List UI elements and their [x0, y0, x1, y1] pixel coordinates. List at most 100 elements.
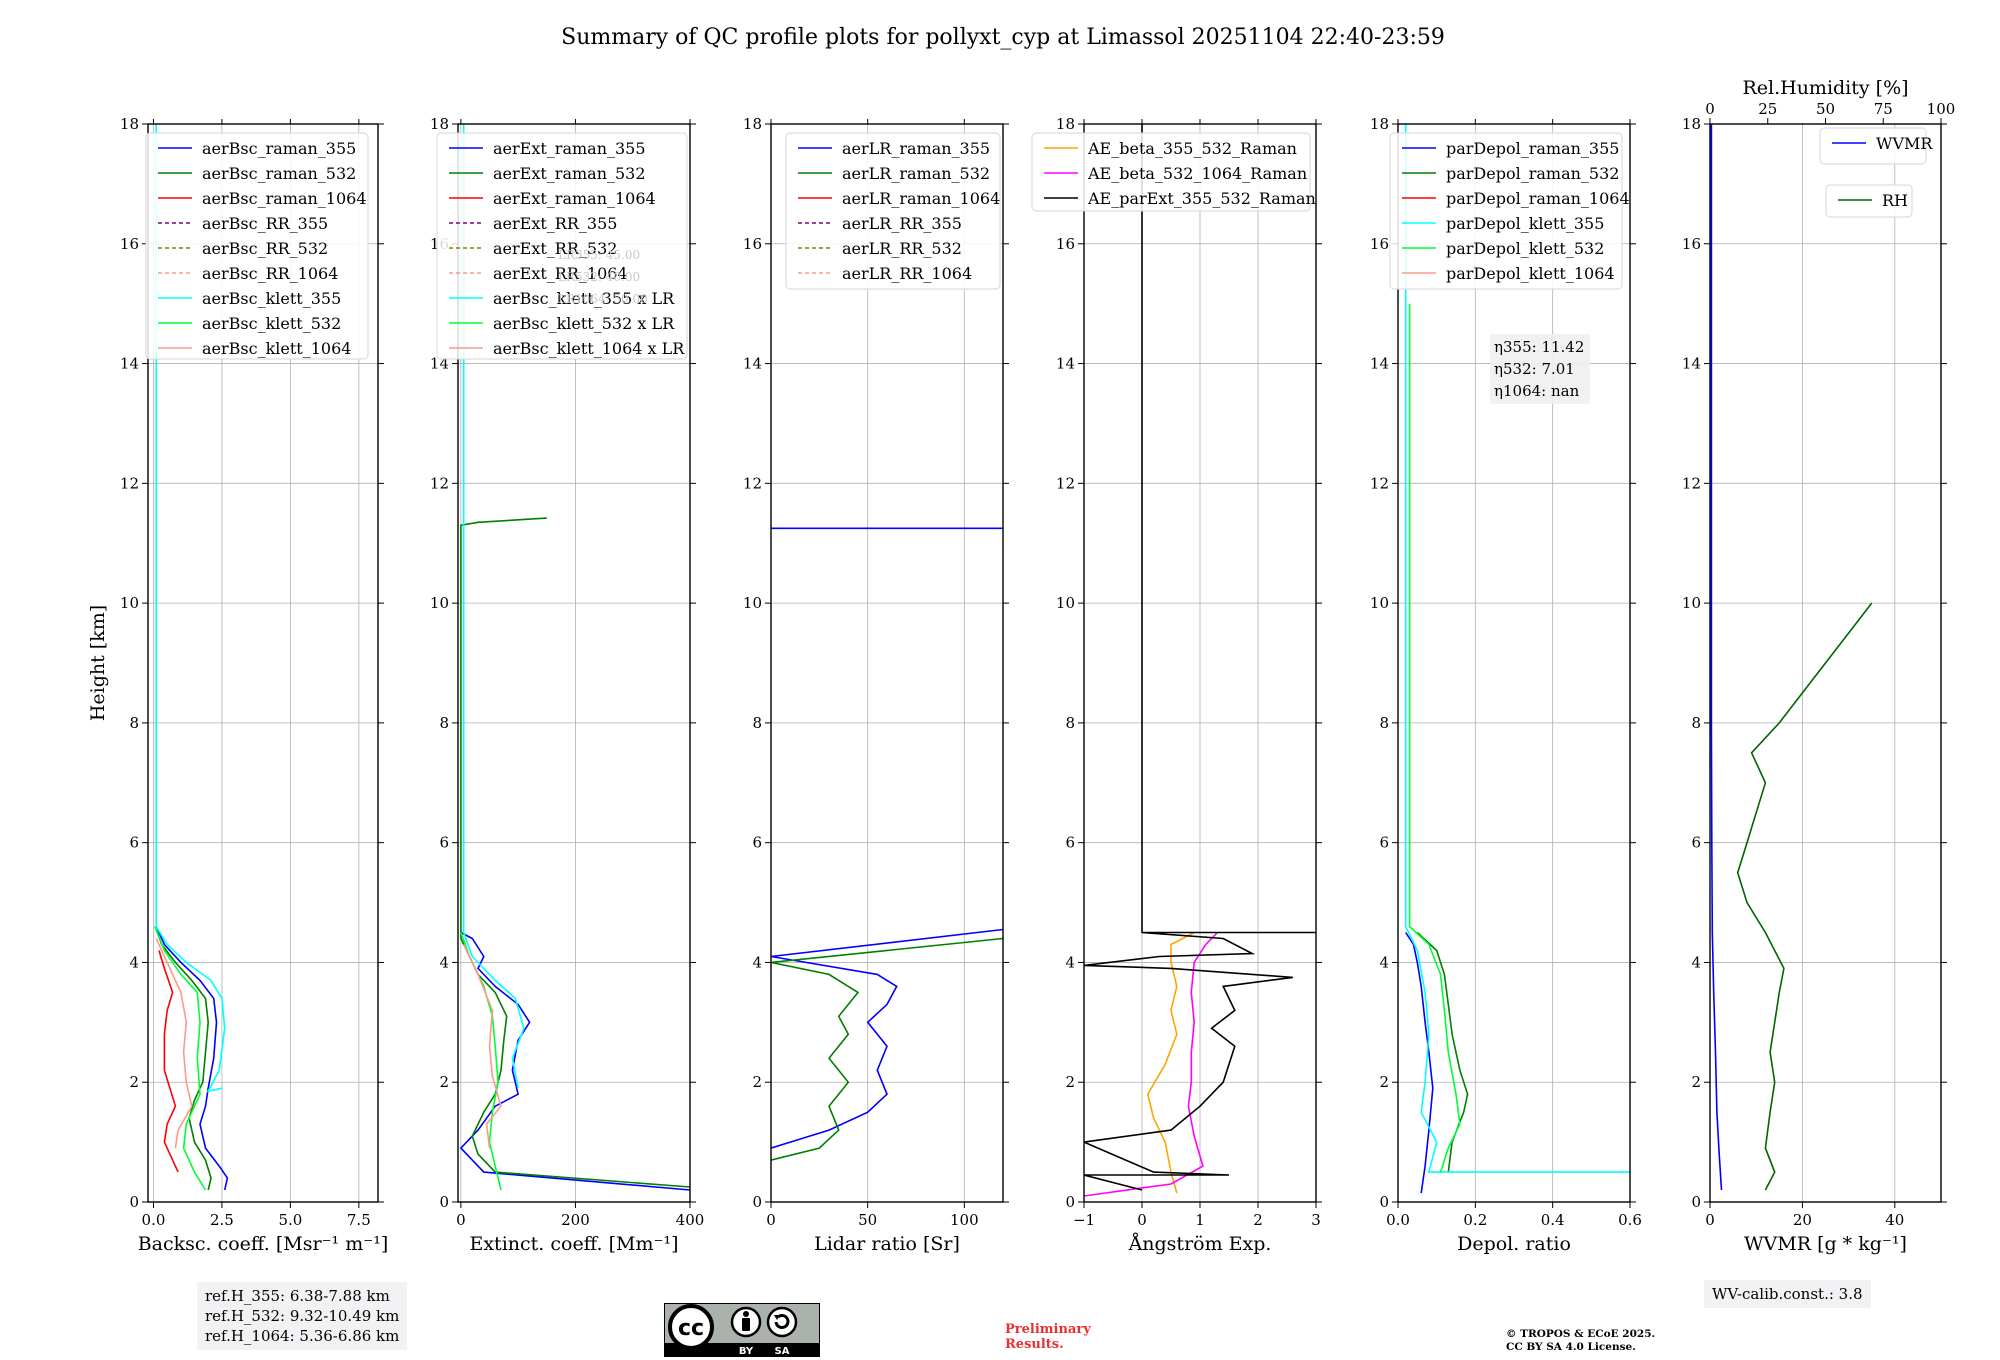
y-tick-label: 14	[1056, 355, 1075, 373]
preliminary-line2: Results.	[1005, 1337, 1064, 1352]
y-tick-label: 12	[430, 474, 449, 492]
legend-entry: RH	[1882, 191, 1908, 210]
legend-entry: aerLR_raman_1064	[842, 189, 1000, 208]
copyright-note: © TROPOS & ECoE 2025. CC BY SA 4.0 Licen…	[1506, 1328, 1655, 1354]
legend-entry: parDepol_klett_355	[1446, 214, 1604, 233]
annotation-text: η355: 11.42	[1494, 338, 1584, 356]
series-group	[1710, 124, 1873, 1191]
y-tick-label: 10	[743, 594, 762, 612]
legend-entry: parDepol_klett_1064	[1446, 264, 1615, 283]
y-tick-label: 6	[752, 834, 762, 852]
y-tick-label: 2	[1379, 1073, 1389, 1091]
legend-frame	[1825, 184, 1913, 218]
y-tick-label: 18	[743, 115, 762, 133]
y-tick-label: 4	[752, 953, 762, 971]
series-line-aerExt_raman_355	[459, 931, 690, 1191]
x-tick-label: 0.0	[142, 1211, 166, 1229]
wv-calibration-text: WV-calib.const.: 3.8	[1712, 1285, 1863, 1303]
y-tick-label: 4	[1379, 953, 1389, 971]
annotation-text: LR532: 40.00	[558, 270, 640, 284]
y-tick-label: 4	[1065, 953, 1075, 971]
y-tick-label: 12	[743, 474, 762, 492]
legend-entry: AE_beta_355_532_Raman	[1087, 139, 1297, 158]
y-tick-label: 0	[752, 1193, 762, 1211]
legend-frame	[436, 132, 688, 360]
legend-entry: aerExt_raman_355	[493, 139, 646, 158]
y-tick-label: 0	[1379, 1193, 1389, 1211]
x-axis-label: Lidar ratio [Sr]	[814, 1233, 960, 1255]
x-tick-label: 400	[676, 1211, 705, 1229]
legend: parDepol_raman_355 parDepol_raman_532 parD…	[1389, 132, 1630, 290]
series-line-aerBsc_klett_355 x LR	[462, 124, 525, 1089]
legend-entry: aerLR_raman_532	[842, 164, 990, 183]
y-tick-label: 14	[1682, 355, 1701, 373]
x-tick-label: 2.5	[210, 1211, 234, 1229]
x-tick-label: 40	[1885, 1211, 1904, 1229]
x-tick-label: 0	[1705, 1211, 1715, 1229]
x-tick-label: 0.2	[1463, 1211, 1487, 1229]
series-line-aerBsc_raman_532	[155, 929, 212, 1191]
y-tick-label: 18	[1682, 115, 1701, 133]
panel-3: 0 50 100 0 2 4 6 8 10 12 14 16 18 Lidar ratio [Sr] aer…	[743, 115, 1009, 1255]
y-axis-label: Height [km]	[87, 605, 109, 721]
y-tick-label: 8	[1065, 714, 1075, 732]
y-tick-label: 4	[129, 953, 139, 971]
series-line-aerLR_raman_532	[771, 937, 1003, 1161]
panel-2: 0200400024681012141618Extinct. coeff. [M…	[430, 115, 704, 1255]
y-tick-label: 0	[1065, 1193, 1075, 1211]
legend-entry: aerExt_RR_355	[493, 214, 617, 233]
series-line-aerBsc_klett_1064 x LR	[462, 944, 502, 1149]
series-line-aerBsc_klett_1064	[155, 938, 193, 1149]
y-tick-label: 14	[1370, 355, 1389, 373]
y-tick-label: 16	[1056, 235, 1075, 253]
y-tick-label: 6	[439, 834, 449, 852]
legend-entry: aerBsc_raman_355	[202, 139, 356, 158]
y-tick-label: 16	[1682, 235, 1701, 253]
top-x-axis-label: Rel.Humidity [%]	[1742, 77, 1908, 99]
top-x-tick-label: 25	[1758, 100, 1777, 118]
x-axis-label: Backsc. coeff. [Msr⁻¹ m⁻¹]	[138, 1233, 389, 1255]
x-tick-label: −1	[1073, 1211, 1095, 1229]
by-label: BY	[739, 1346, 754, 1357]
y-tick-label: 6	[129, 834, 139, 852]
series-group	[771, 527, 1003, 1161]
series-line-aerBsc_klett_355	[155, 124, 226, 1093]
x-tick-label: 3	[1311, 1211, 1321, 1229]
x-tick-label: 0.0	[1386, 1211, 1410, 1229]
series-line-parDepol_klett_355	[1404, 124, 1630, 1173]
legend-entry: aerBsc_klett_355 x LR	[493, 289, 675, 308]
y-tick-label: 0	[129, 1193, 139, 1211]
legend-entry: aerBsc_RR_532	[202, 239, 328, 258]
legend-entry: AE_parExt_355_532_Raman	[1087, 189, 1316, 208]
y-tick-label: 6	[1065, 834, 1075, 852]
legend-entry: aerBsc_raman_1064	[202, 189, 367, 208]
y-tick-label: 10	[430, 594, 449, 612]
series-line-parDepol_raman_532	[1416, 931, 1469, 1173]
annotation-text: LR1064: 50.00	[558, 292, 648, 306]
x-tick-label: 0	[456, 1211, 466, 1229]
legend-frame	[145, 132, 369, 360]
wv-calibration-box: WV-calib.const.: 3.8	[1704, 1280, 1871, 1308]
top-x-tick-label: 50	[1816, 100, 1835, 118]
copyright-line1: © TROPOS & ECoE 2025.	[1506, 1328, 1656, 1340]
axes-frame	[770, 123, 1004, 1203]
y-tick-label: 14	[743, 355, 762, 373]
y-tick-label: 10	[1370, 594, 1389, 612]
y-tick-label: 8	[752, 714, 762, 732]
by-icon	[730, 1306, 762, 1338]
y-tick-label: 2	[1065, 1073, 1075, 1091]
series-line-AE_parExt_355_532_Raman	[1084, 124, 1316, 1191]
y-tick-label: 16	[120, 235, 139, 253]
legend-entry: aerBsc_klett_532	[202, 314, 341, 333]
panel-5: 0.0 0.2 0.4 0.6 0 2 4 6 8 10 12 14 16 18 Depol. ratio p…	[1370, 115, 1642, 1255]
legend-frame	[1031, 132, 1311, 212]
y-tick-label: 6	[1379, 834, 1389, 852]
y-tick-label: 10	[120, 594, 139, 612]
annotation-text: η532: 7.01	[1494, 360, 1575, 378]
y-tick-label: 8	[1379, 714, 1389, 732]
legend-entry: aerBsc_klett_1064 x LR	[493, 339, 685, 358]
legend-entry: WVMR	[1876, 134, 1933, 153]
legend-entry: parDepol_raman_532	[1446, 164, 1619, 183]
